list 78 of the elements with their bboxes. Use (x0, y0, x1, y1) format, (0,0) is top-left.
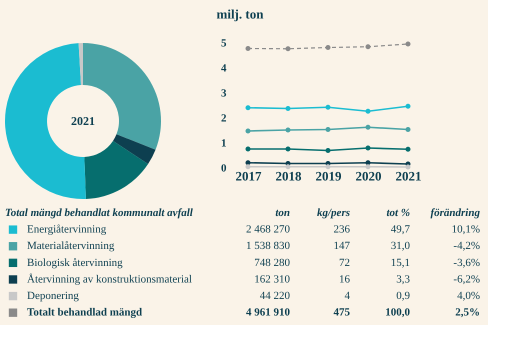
point (246, 128, 250, 134)
point (406, 164, 410, 170)
data-label: 3,3 (396, 273, 410, 286)
x-tick-label: 2020 (356, 168, 382, 184)
y-tick-label: 5 (221, 38, 227, 50)
category-label: Energiåtervinning (27, 224, 107, 236)
data-label: 147 (334, 240, 350, 252)
point (286, 46, 290, 52)
data-label: 4,0% (457, 290, 480, 302)
data-label: 2 468 270 (246, 224, 290, 236)
data-label: 49,7 (390, 224, 410, 236)
data-label: -4,2% (453, 240, 480, 252)
y-tick-label: 4 (221, 62, 227, 74)
x-tick-label: 2019 (316, 168, 342, 184)
point (366, 146, 370, 150)
point (286, 146, 290, 152)
x-tick-label: 2018 (276, 168, 302, 184)
point (366, 124, 370, 130)
y-tick-label: 3 (221, 88, 227, 100)
text: kg/pers (317, 207, 350, 219)
point (406, 42, 410, 46)
point (366, 44, 370, 50)
donut-slice (84, 140, 148, 199)
data-label: -6,2% (453, 273, 480, 286)
donut-slice (113, 134, 156, 164)
point (406, 146, 410, 152)
data-label: 15,1 (390, 256, 410, 269)
data-label: 16 (339, 273, 350, 286)
data-label: 4 (344, 290, 350, 302)
category-label: Totalt behandlad mängd (27, 306, 142, 319)
data-label: 31,0 (390, 240, 410, 252)
point (406, 127, 410, 132)
data-label: 72 (339, 256, 350, 269)
text: 2021 (71, 114, 95, 128)
point (326, 104, 330, 110)
point (326, 164, 330, 170)
y-tick-label: 0 (221, 162, 227, 174)
point (366, 108, 370, 114)
point (326, 45, 330, 50)
point (326, 127, 330, 132)
point (406, 104, 410, 109)
data-label: 475 (334, 306, 350, 319)
point (286, 106, 290, 111)
y-axis-title: milj. ton (216, 6, 264, 22)
data-label: 44 220 (260, 290, 290, 302)
data-label: 0,9 (396, 290, 410, 302)
text: förändring (430, 207, 480, 219)
data-label: -3,6% (453, 256, 480, 269)
point (286, 164, 290, 170)
x-tick-label: 2021 (396, 168, 422, 184)
data-label: 2,5% (455, 306, 480, 319)
donut-slice (78, 43, 83, 86)
point (246, 105, 250, 110)
text: tot % (386, 207, 410, 219)
data-label: 236 (334, 224, 350, 236)
data-label: 162 310 (254, 273, 290, 286)
y-tick-label: 2 (221, 112, 227, 124)
data-label: 748 280 (254, 256, 290, 269)
point (246, 46, 250, 51)
point (246, 164, 250, 170)
data-label: 4 961 910 (246, 306, 290, 319)
point (246, 160, 250, 166)
data-label: 1 538 830 (246, 240, 290, 252)
data-label: 10,1% (452, 224, 480, 236)
point (286, 128, 290, 132)
category-label: Biologisk återvinning (27, 256, 124, 269)
category-label: Återvinning av konstruktionsmaterial (27, 272, 192, 286)
text: ton (275, 207, 290, 219)
text: Total mängd behandlat kommunalt avfall (5, 207, 194, 219)
category-label: Deponering (27, 290, 80, 302)
point (366, 164, 370, 170)
x-tick-label: 2017 (236, 168, 262, 184)
point (366, 160, 370, 166)
point (246, 146, 250, 152)
data-label: 100,0 (385, 306, 410, 319)
y-tick-label: 1 (221, 138, 226, 150)
category-label: Materialåtervinning (27, 240, 115, 252)
point (326, 148, 330, 153)
